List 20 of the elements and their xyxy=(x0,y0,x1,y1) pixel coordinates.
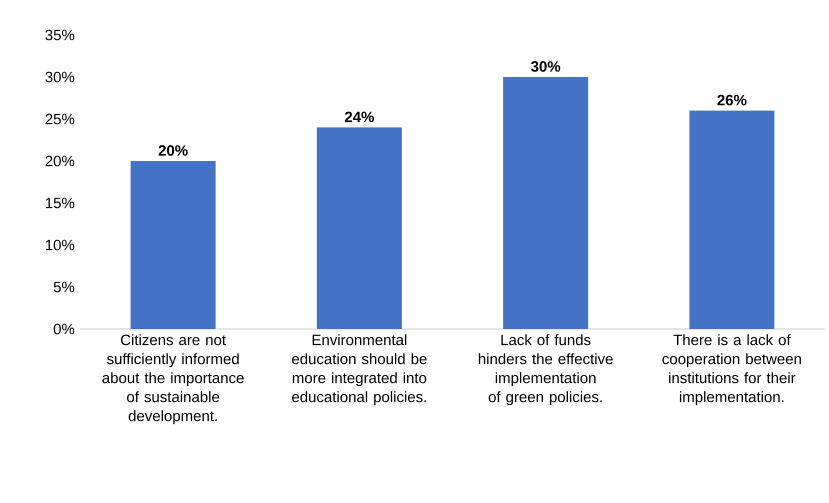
data-label: 26% xyxy=(717,94,746,106)
x-tick-label: Lack of funds hinders the effective implementation of green policies. xyxy=(478,334,613,406)
y-tick-label: 5% xyxy=(54,282,74,292)
y-tick-label: 0% xyxy=(54,324,74,334)
y-tick-label: 15% xyxy=(46,198,74,208)
x-tick-label: Citizens are not sufficiently informed about the importance of sustainable development. xyxy=(102,334,244,424)
x-tick-label: There is a lack of cooperation between institutions for their implementation. xyxy=(662,334,801,406)
bar xyxy=(503,77,588,329)
bar xyxy=(316,127,402,329)
data-label: 20% xyxy=(158,145,188,156)
bar xyxy=(130,161,216,329)
data-label: 24% xyxy=(344,112,374,122)
y-tick-label: 35% xyxy=(45,30,74,40)
y-tick-label: 20% xyxy=(46,156,74,166)
y-tick-label: 10% xyxy=(46,240,74,250)
y-tick-label: 30% xyxy=(45,72,74,82)
bar xyxy=(689,110,774,329)
y-tick-label: 25% xyxy=(46,114,74,124)
data-label: 30% xyxy=(530,61,560,72)
x-tick-label: Environmental education should be more integrated into educational policies. xyxy=(292,334,427,406)
